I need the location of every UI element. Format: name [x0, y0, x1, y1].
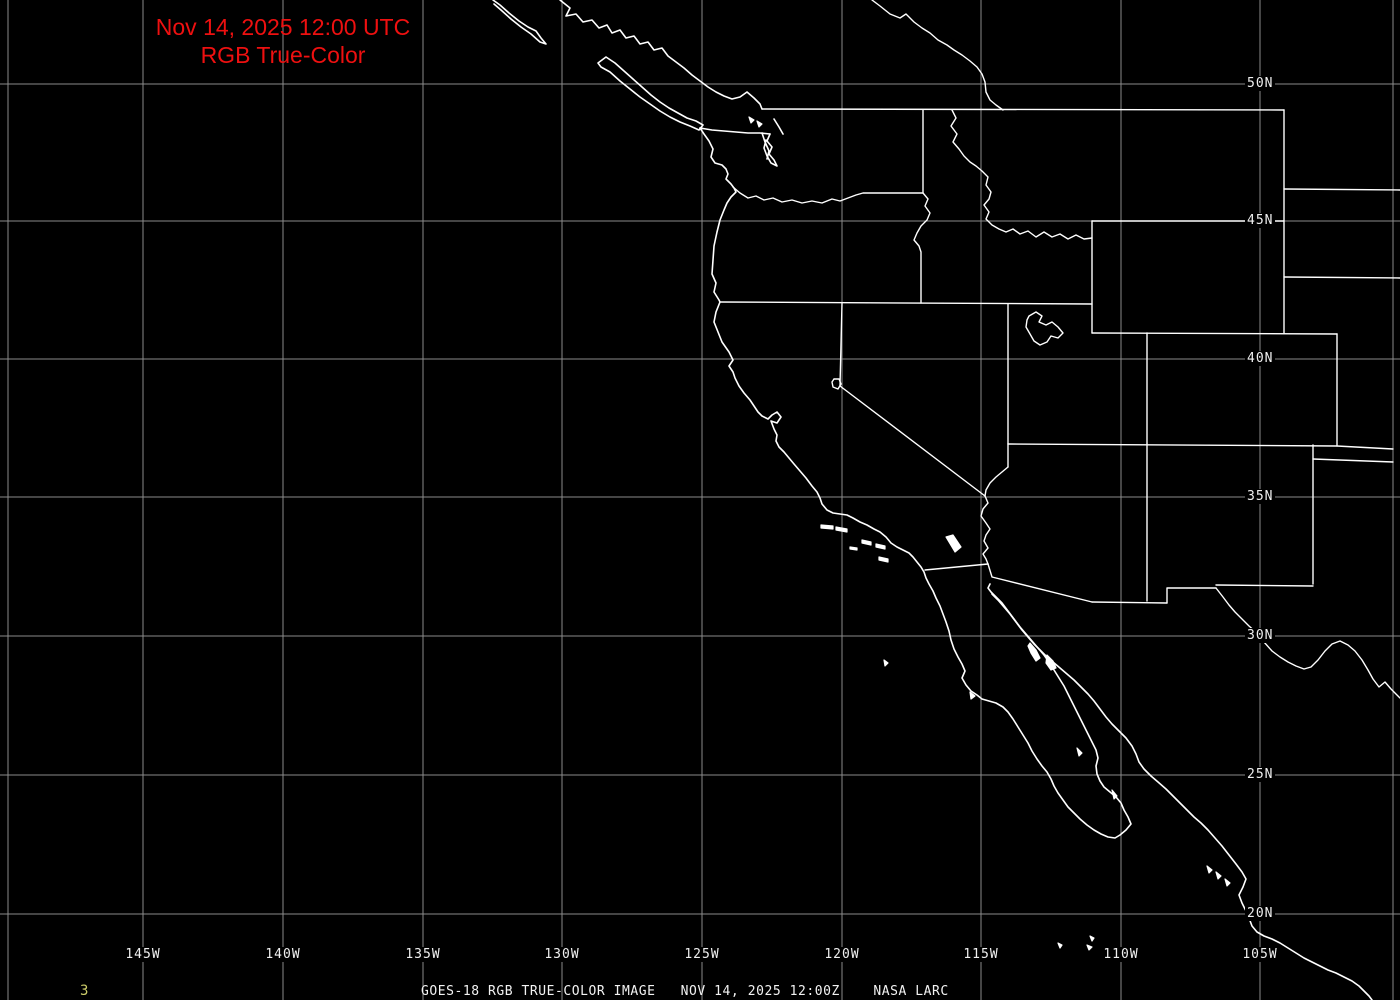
island-isla-angel-de-la-guarda: [1027, 642, 1041, 662]
border-colorado-river-lower: [980, 495, 991, 565]
lat-label-25N: 25N: [1245, 767, 1276, 782]
island-san-juan-island-2: [756, 120, 763, 128]
border-border-37n: [1007, 443, 1394, 450]
lake-lake-tahoe: [831, 378, 842, 390]
coast-juan-de-fuca-south-shore: [699, 127, 771, 135]
product-name-text: RGB True-Color: [200, 42, 366, 68]
lon-label-115W: 115W: [961, 947, 1001, 962]
timestamp-text: Nov 14, 2025 12:00 UTC: [155, 14, 411, 40]
border-border-42n: [719, 301, 1093, 305]
island-san-clemente-island: [878, 556, 889, 563]
island-revillagigedo-1: [1057, 942, 1063, 949]
frame-number: 3: [80, 983, 90, 999]
border-wa-or-columbia: [732, 186, 924, 204]
lon-label-125W: 125W: [682, 947, 722, 962]
lat-label-20N: 20N: [1245, 906, 1276, 921]
border-bc-ab-divide: [871, 0, 1004, 111]
island-san-nicolas-island: [861, 539, 872, 546]
border-id-mt-divide: [950, 109, 1093, 240]
lon-label-110W: 110W: [1101, 947, 1141, 962]
lon-label-145W: 145W: [123, 947, 163, 962]
border-ok-tx-36-5n: [1312, 458, 1394, 463]
island-revillagigedo-2: [1086, 944, 1093, 951]
border-us-canada-49n: [761, 108, 1285, 111]
island-santa-barbara-island: [849, 546, 858, 551]
coast-puget-sound: [763, 133, 778, 167]
lat-label-35N: 35N: [1245, 489, 1276, 504]
border-us-mx-31-3n: [1091, 601, 1168, 604]
island-isla-guadalupe: [883, 659, 889, 667]
coast-hood-canal: [761, 132, 770, 160]
island-revillagigedo-3: [1089, 935, 1095, 942]
lake-great-salt-lake: [1025, 311, 1064, 346]
coast-whidbey: [773, 118, 784, 135]
island-islas-marias-2: [1215, 871, 1222, 880]
coastlines: [492, 0, 1373, 1000]
border-us-mx-west: [924, 563, 989, 571]
lon-label-130W: 130W: [542, 947, 582, 962]
lat-label-50N: 50N: [1245, 76, 1276, 91]
island-santa-catalina-island: [875, 543, 886, 550]
lon-label-140W: 140W: [263, 947, 303, 962]
lat-label-40N: 40N: [1245, 351, 1276, 366]
island-gulf-islet-1: [1076, 747, 1083, 757]
state-country-borders: [719, 0, 1400, 699]
border-border-41n: [1091, 332, 1338, 335]
island-islas-marias-3: [1224, 878, 1231, 887]
border-sd-ne-43n: [1283, 276, 1400, 279]
lakes: [831, 311, 1064, 390]
island-santa-cruz-island: [835, 526, 848, 533]
lat-label-45N: 45N: [1245, 213, 1276, 228]
coast-vancouver-island: [597, 56, 704, 131]
island-san-miguel-santa-rosa: [820, 524, 834, 530]
border-colorado-river-upper: [984, 466, 1009, 497]
island-isla-cerralvo: [1111, 789, 1118, 800]
timestamp-annotation: Nov 14, 2025 12:00 UTC RGB True-Color: [156, 13, 410, 69]
border-nm-tx-32n: [1215, 584, 1314, 587]
islands: [748, 116, 1231, 951]
coast-bc-mainland-coast: [559, 0, 763, 110]
coast-haida-gwaii: [492, 0, 547, 45]
border-ca-nv-120w: [839, 302, 843, 387]
image-caption: GOES-18 RGB TRUE-COLOR IMAGE NOV 14, 202…: [421, 984, 949, 999]
lat-label-30N: 30N: [1245, 628, 1276, 643]
border-us-mx-diagonal: [987, 563, 1093, 603]
lon-label-105W: 105W: [1240, 947, 1280, 962]
island-isla-cedros: [969, 691, 976, 700]
island-san-juan-island-1: [748, 116, 755, 124]
border-rio-grande: [1215, 587, 1400, 699]
island-islas-marias-1: [1206, 865, 1213, 874]
lon-label-135W: 135W: [403, 947, 443, 962]
island-salton-sea: [945, 534, 962, 553]
border-nd-sd: [1283, 188, 1400, 191]
border-ca-nv-diagonal: [839, 385, 986, 497]
border-or-id-snake: [913, 192, 931, 304]
coast-sonora-mexico-coast: [991, 593, 1373, 1000]
coast-pacific-coast-wa-or-ca-baja: [699, 127, 1132, 839]
lon-label-120W: 120W: [822, 947, 862, 962]
border-nm-bootheel: [1166, 587, 1217, 604]
island-isla-tiburon: [1045, 654, 1057, 671]
